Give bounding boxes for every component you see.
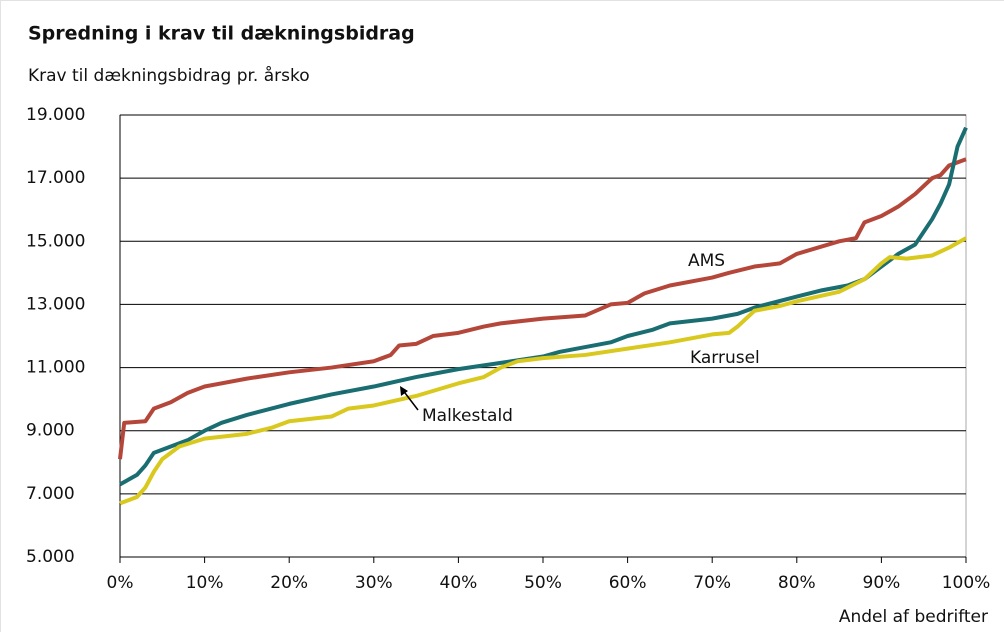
x-tick-label: 10% <box>186 573 224 593</box>
x-tick-label: 30% <box>355 573 393 593</box>
x-tick-label: 100% <box>942 573 991 593</box>
y-tick-label: 5.000 <box>26 547 75 567</box>
y-tick-label: 17.000 <box>26 168 85 188</box>
line-2 <box>119 236 967 506</box>
x-axis-title: Andel af bedrifter <box>839 607 988 627</box>
y-tick-label: 7.000 <box>26 484 75 504</box>
y-tick-label: 13.000 <box>26 294 85 314</box>
x-tick-label: 90% <box>863 573 901 593</box>
x-tick-label: 50% <box>524 573 562 593</box>
x-tick-label: 60% <box>609 573 647 593</box>
x-tick-label: 20% <box>270 573 308 593</box>
x-tick-label: 40% <box>440 573 478 593</box>
y-tick-label: 11.000 <box>26 358 85 378</box>
y-axis-title: Krav til dækningsbidrag pr. årsko <box>28 65 310 86</box>
y-tick-label: 15.000 <box>26 231 85 251</box>
line-0 <box>118 157 967 460</box>
annotation: Karrusel <box>690 348 760 368</box>
annotation-arrowhead <box>400 386 408 396</box>
chart-title: Spredning i krav til dækningsbidrag <box>28 23 415 45</box>
annotation: AMS <box>688 251 725 271</box>
x-tick-label: 0% <box>107 573 134 593</box>
x-tick-label: 70% <box>693 573 731 593</box>
line-1 <box>119 126 968 487</box>
x-tick-label: 80% <box>778 573 816 593</box>
y-tick-label: 19.000 <box>26 105 85 125</box>
annotation: Malkestald <box>422 406 513 426</box>
y-tick-label: 9.000 <box>26 421 75 441</box>
